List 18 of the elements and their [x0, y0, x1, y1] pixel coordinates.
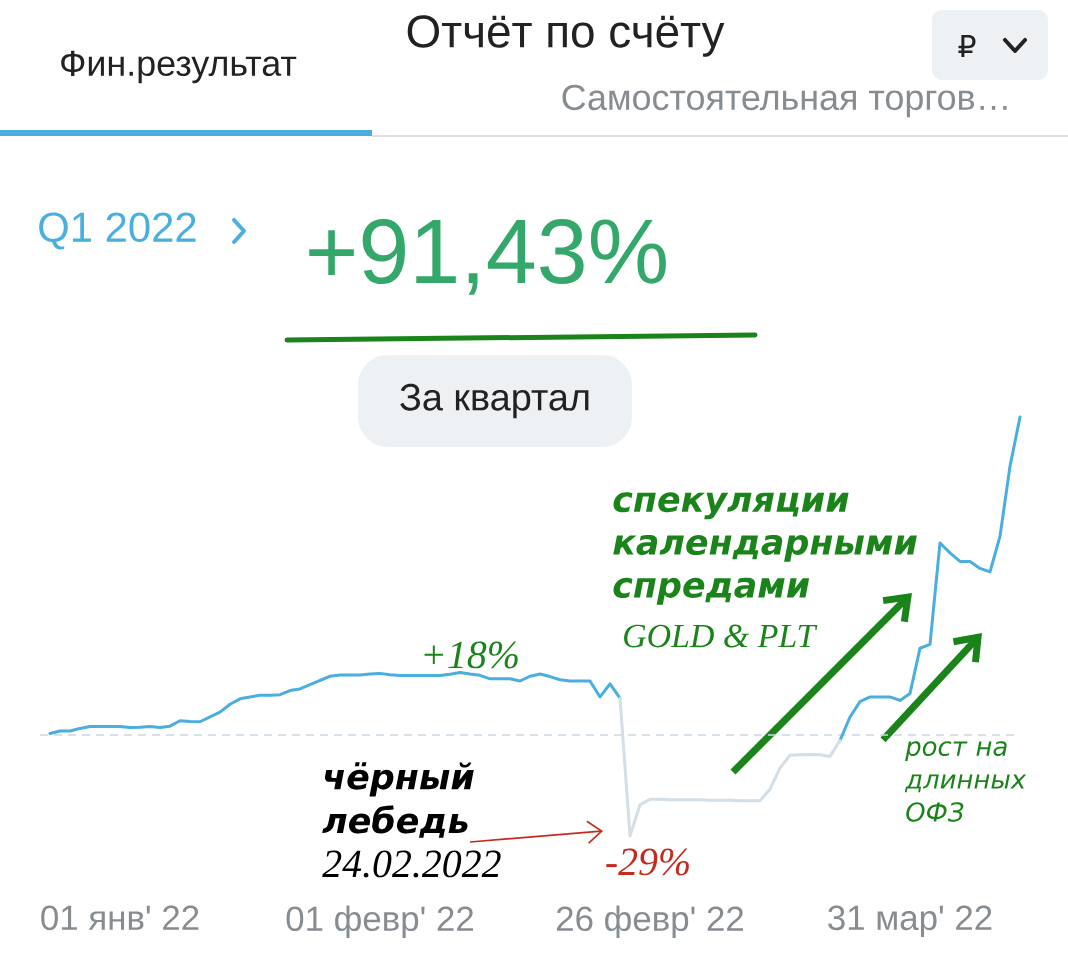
chart-subtitle: Самостоятельная торгов…: [562, 84, 1007, 118]
x-tick-label: 01 февр' 22: [286, 905, 474, 938]
x-tick-label: 31 мар' 22: [828, 905, 992, 938]
annotation: чёрный лебедь: [322, 762, 474, 838]
text: +91,43%: [309, 219, 666, 295]
annotation: +18%: [424, 641, 518, 669]
text: -29%: [606, 848, 689, 876]
annotation: GOLD & PLT: [624, 624, 818, 648]
annotation: спекуляции календарными спредами: [613, 492, 917, 605]
x-tick-label: 01 янв' 22: [41, 905, 199, 931]
text: 24.02.2022: [322, 850, 501, 878]
text: Q1 2022: [39, 212, 196, 250]
text: Фин.результат: [61, 50, 297, 84]
x-tick-label: 26 февр' 22: [556, 905, 744, 938]
chart-title: Отчёт по счёту: [407, 15, 725, 57]
text: ₽: [958, 35, 976, 57]
annotation: рост на длинных ОФЗ: [904, 741, 1027, 822]
annotation: За квартал: [400, 383, 589, 419]
